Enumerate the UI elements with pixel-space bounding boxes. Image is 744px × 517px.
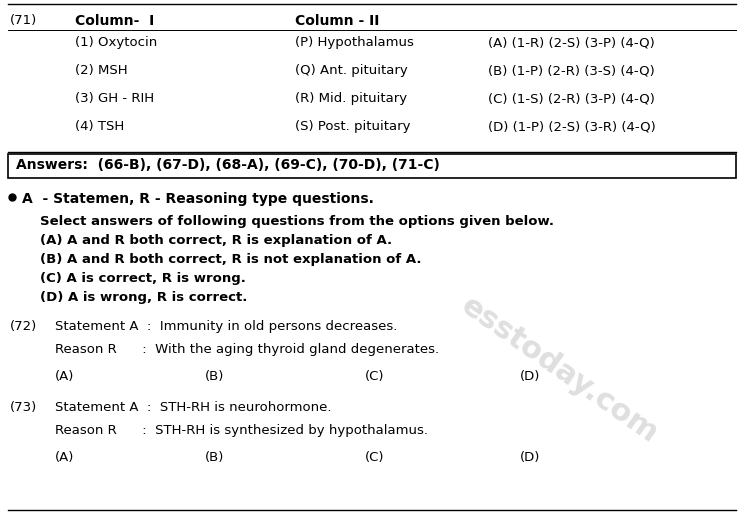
Text: A  - Statemen, R - Reasoning type questions.: A - Statemen, R - Reasoning type questio… [22,192,374,206]
Text: (R) Mid. pituitary: (R) Mid. pituitary [295,92,407,105]
Text: (B): (B) [205,451,225,464]
Text: Statement A  :  STH-RH is neurohormone.: Statement A : STH-RH is neurohormone. [55,401,332,414]
Text: (P) Hypothalamus: (P) Hypothalamus [295,36,414,49]
Text: esstoday.com: esstoday.com [456,291,664,449]
Text: (D): (D) [520,451,540,464]
Text: (C) (1-S) (2-R) (3-P) (4-Q): (C) (1-S) (2-R) (3-P) (4-Q) [488,92,655,105]
Text: (3) GH - RIH: (3) GH - RIH [75,92,154,105]
Text: Statement A  :  Immunity in old persons decreases.: Statement A : Immunity in old persons de… [55,320,397,333]
Text: (A): (A) [55,451,74,464]
Text: (C) A is correct, R is wrong.: (C) A is correct, R is wrong. [40,272,246,285]
Text: (1) Oxytocin: (1) Oxytocin [75,36,157,49]
Text: (A): (A) [55,370,74,383]
Text: (B): (B) [205,370,225,383]
Text: Select answers of following questions from the options given below.: Select answers of following questions fr… [40,215,554,228]
Text: (C): (C) [365,370,385,383]
Text: (S) Post. pituitary: (S) Post. pituitary [295,120,411,133]
Text: (C): (C) [365,451,385,464]
Text: (D): (D) [520,370,540,383]
Text: (72): (72) [10,320,37,333]
Text: (4) TSH: (4) TSH [75,120,124,133]
Text: (A) (1-R) (2-S) (3-P) (4-Q): (A) (1-R) (2-S) (3-P) (4-Q) [488,36,655,49]
Text: (B) A and R both correct, R is not explanation of A.: (B) A and R both correct, R is not expla… [40,253,422,266]
Text: (71): (71) [10,14,37,27]
Text: (B) (1-P) (2-R) (3-S) (4-Q): (B) (1-P) (2-R) (3-S) (4-Q) [488,64,655,77]
Text: (Q) Ant. pituitary: (Q) Ant. pituitary [295,64,408,77]
Text: (73): (73) [10,401,37,414]
Text: Reason R      :  STH-RH is synthesized by hypothalamus.: Reason R : STH-RH is synthesized by hypo… [55,424,428,437]
Text: (2) MSH: (2) MSH [75,64,128,77]
Text: (D) (1-P) (2-S) (3-R) (4-Q): (D) (1-P) (2-S) (3-R) (4-Q) [488,120,655,133]
Text: Answers:  (66-B), (67-D), (68-A), (69-C), (70-D), (71-C): Answers: (66-B), (67-D), (68-A), (69-C),… [16,158,440,172]
Text: (A) A and R both correct, R is explanation of A.: (A) A and R both correct, R is explanati… [40,234,392,247]
Text: Reason R      :  With the aging thyroid gland degenerates.: Reason R : With the aging thyroid gland … [55,343,439,356]
Bar [8,154,736,178]
Text: Column - II: Column - II [295,14,379,28]
Text: (D) A is wrong, R is correct.: (D) A is wrong, R is correct. [40,291,247,304]
Text: Column-  I: Column- I [75,14,154,28]
